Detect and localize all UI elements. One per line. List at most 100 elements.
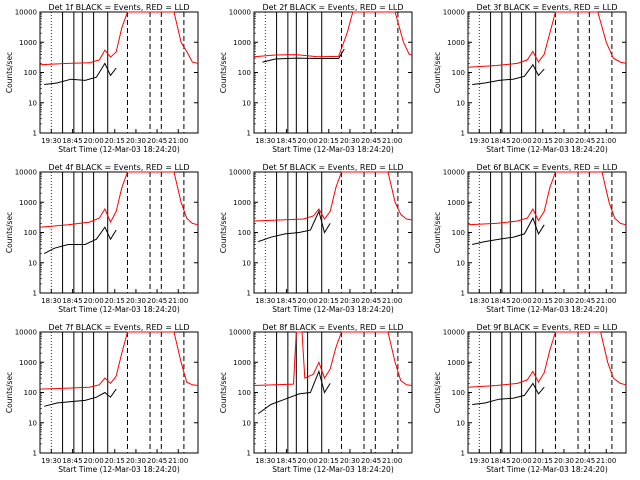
x-axis-label: Start Time (12-Mar-03 18:24:20) <box>486 145 608 154</box>
y-tick-label: 1 <box>461 450 465 458</box>
x-tick-label: 21:00 <box>168 297 188 305</box>
y-tick-label: 1 <box>247 290 251 298</box>
y-tick-label: 1000 <box>447 39 465 47</box>
y-tick-label: 10 <box>28 99 37 107</box>
x-tick-label: 19:30 <box>469 457 489 465</box>
series-line-lld <box>39 171 199 228</box>
y-tick-label: 1000 <box>233 359 251 367</box>
y-tick-label: 10 <box>456 99 465 107</box>
chart-panel-5: Det 5f BLACK = Events, RED = LLD 1 10 100 10… <box>219 163 413 314</box>
x-tick-label: 20:00 <box>512 137 532 145</box>
chart-panel-6: Det 6f BLACK = Events, RED = LLD 1 10 100 10… <box>433 163 627 314</box>
x-tick-label: 18:30 <box>255 297 275 305</box>
x-tick-label: 18:45 <box>490 457 510 465</box>
x-axis-label: Start Time (12-Mar-03 18:24:20) <box>272 145 394 154</box>
chart-title: Det 1f BLACK = Events, RED = LLD <box>48 3 189 12</box>
chart-title: Det 6f BLACK = Events, RED = LLD <box>476 163 617 172</box>
x-tick-label: 20:15 <box>533 137 553 145</box>
series-line-lld <box>253 171 413 222</box>
x-tick-label: 20:45 <box>361 137 381 145</box>
series-line-events <box>472 216 545 245</box>
y-axis-label: Counts/sec <box>219 52 228 93</box>
x-tick-label: 19:30 <box>41 137 61 145</box>
x-tick-label: 21:00 <box>168 137 188 145</box>
y-tick-label: 10000 <box>229 169 251 177</box>
series-line-lld <box>467 11 627 68</box>
x-axis-label: Start Time (12-Mar-03 18:24:20) <box>486 465 608 474</box>
x-tick-label: 20:15 <box>105 297 125 305</box>
plot-frame <box>467 11 627 134</box>
chart-title: Det 2f BLACK = Events, RED = LLD <box>262 3 403 12</box>
y-axis-label: Counts/sec <box>433 212 442 253</box>
x-tick-label: 20:45 <box>575 457 595 465</box>
x-tick-label: 18:45 <box>276 457 296 465</box>
y-tick-label: 1000 <box>19 39 37 47</box>
plot-frame <box>253 171 413 294</box>
x-tick-label: 20:00 <box>298 457 318 465</box>
y-axis-label: Counts/sec <box>433 52 442 93</box>
chart-panel-2: Det 2f BLACK = Events, RED = LLD 1 10 100 10… <box>219 3 413 154</box>
x-tick-label: 20:00 <box>298 297 318 305</box>
y-tick-label: 1000 <box>19 359 37 367</box>
chart-title: Det 8f BLACK = Events, RED = LLD <box>262 323 403 332</box>
series-line-events <box>44 62 117 85</box>
y-axis-label: Counts/sec <box>5 52 14 93</box>
y-tick-label: 10000 <box>443 329 465 337</box>
series-line-lld <box>39 331 199 390</box>
x-tick-label: 21:00 <box>168 457 188 465</box>
y-tick-label: 1000 <box>233 199 251 207</box>
y-axis-label: Counts/sec <box>5 212 14 253</box>
chart-title: Det 3f BLACK = Events, RED = LLD <box>476 3 617 12</box>
series-line-lld <box>467 331 627 388</box>
plot-frame <box>467 331 627 454</box>
series-line-events <box>44 388 117 407</box>
chart-panel-8: Det 8f BLACK = Events, RED = LLD 1 10 100 10… <box>219 323 413 474</box>
y-tick-label: 10 <box>242 419 251 427</box>
y-tick-label: 1000 <box>447 359 465 367</box>
series-line-lld <box>39 11 199 66</box>
y-tick-label: 1 <box>247 130 251 138</box>
x-tick-label: 20:00 <box>512 297 532 305</box>
y-tick-label: 10000 <box>15 169 37 177</box>
x-tick-label: 18:45 <box>62 297 82 305</box>
y-tick-label: 100 <box>24 69 37 77</box>
x-tick-label: 18:45 <box>62 457 82 465</box>
y-axis-label: Counts/sec <box>433 372 442 413</box>
y-tick-label: 1 <box>247 450 251 458</box>
x-axis-label: Start Time (12-Mar-03 18:24:20) <box>272 305 394 314</box>
series-line-lld <box>253 331 413 386</box>
y-tick-label: 10000 <box>443 9 465 17</box>
y-tick-label: 10000 <box>229 329 251 337</box>
x-tick-label: 20:30 <box>554 297 574 305</box>
x-tick-label: 20:15 <box>105 137 125 145</box>
x-tick-label: 18:45 <box>276 137 296 145</box>
y-tick-label: 10 <box>456 419 465 427</box>
plot-frame <box>467 171 627 294</box>
chart-title: Det 7f BLACK = Events, RED = LLD <box>48 323 189 332</box>
plot-frame <box>39 11 199 134</box>
x-tick-label: 18:45 <box>490 297 510 305</box>
x-tick-label: 20:15 <box>319 297 339 305</box>
chart-panel-9: Det 9f BLACK = Events, RED = LLD 1 10 100 10… <box>433 323 627 474</box>
x-tick-label: 21:00 <box>382 457 402 465</box>
x-tick-label: 20:30 <box>554 137 574 145</box>
series-line-events <box>472 63 545 85</box>
series-line-events <box>43 226 117 255</box>
x-tick-label: 18:45 <box>62 137 82 145</box>
x-tick-label: 20:45 <box>361 297 381 305</box>
y-tick-label: 100 <box>24 229 37 237</box>
x-tick-label: 18:30 <box>255 137 275 145</box>
y-tick-label: 1 <box>461 130 465 138</box>
y-tick-label: 100 <box>452 229 465 237</box>
x-axis-label: Start Time (12-Mar-03 18:24:20) <box>58 465 180 474</box>
plot-frame <box>39 171 199 294</box>
x-tick-label: 21:00 <box>596 297 616 305</box>
x-tick-label: 20:15 <box>319 457 339 465</box>
y-tick-label: 10 <box>28 419 37 427</box>
y-tick-label: 100 <box>24 389 37 397</box>
x-tick-label: 21:00 <box>382 297 402 305</box>
x-tick-label: 20:45 <box>361 457 381 465</box>
y-tick-label: 10000 <box>15 9 37 17</box>
x-tick-label: 21:00 <box>596 137 616 145</box>
